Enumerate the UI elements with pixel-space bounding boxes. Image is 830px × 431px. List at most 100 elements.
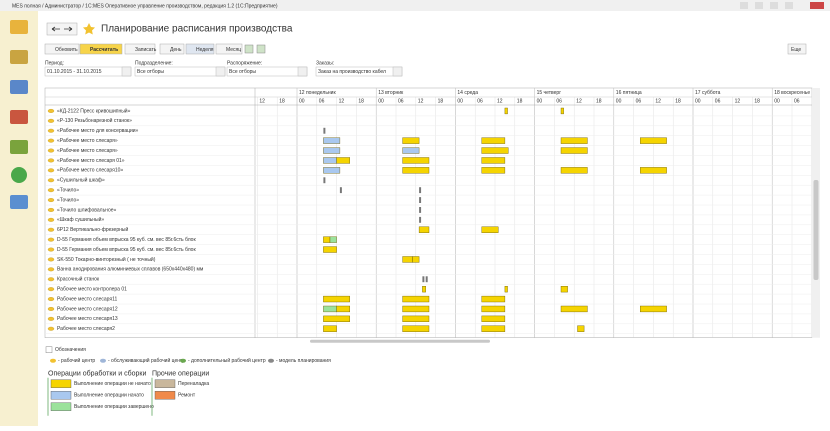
row-name[interactable]: Рабочее место слесаря2	[57, 326, 115, 332]
operation-bar[interactable]	[640, 167, 667, 174]
operation-bar[interactable]	[329, 236, 337, 243]
operation-bar[interactable]	[418, 226, 430, 233]
operation-bar[interactable]	[402, 147, 420, 154]
row-name[interactable]: SK-550 Токарно-винторезный ( не точный)	[57, 256, 156, 263]
operation-bar[interactable]	[481, 167, 506, 174]
toolbar-icon[interactable]	[256, 44, 266, 54]
sidebar-icons[interactable]	[10, 20, 28, 209]
operation-bar[interactable]	[419, 187, 422, 194]
operation-bar[interactable]	[323, 236, 331, 243]
operation-bar[interactable]	[419, 207, 422, 213]
row-name[interactable]: «Точило»	[57, 197, 79, 203]
operation-bar[interactable]	[323, 137, 341, 144]
toolbar-button[interactable]	[185, 43, 215, 55]
row-name[interactable]: 6Р12 Вертикально-фрезерный	[57, 226, 128, 233]
toolbar-button[interactable]	[215, 43, 243, 55]
row-name[interactable]: «КД-2122 Пресс кривошипный»	[57, 107, 131, 114]
hour-label: 18	[596, 98, 602, 104]
operation-bar[interactable]	[402, 325, 430, 332]
operation-bar[interactable]	[640, 137, 667, 144]
row-name[interactable]: «Рабочее место слесаря 01»	[57, 158, 125, 164]
operation-bar[interactable]	[504, 107, 508, 115]
toolbar-button[interactable]	[124, 43, 156, 55]
operation-bar[interactable]	[323, 127, 326, 134]
operation-bar[interactable]	[425, 276, 428, 283]
operation-bar[interactable]	[481, 137, 506, 144]
more-button[interactable]	[787, 43, 807, 55]
operation-bar[interactable]	[402, 295, 430, 303]
favorite-star[interactable]	[83, 23, 95, 35]
operation-bar[interactable]	[323, 147, 341, 154]
filter-select-button[interactable]	[297, 66, 308, 77]
operation-bar[interactable]	[323, 295, 350, 303]
operation-bar[interactable]	[560, 137, 588, 144]
nav-buttons[interactable]	[46, 22, 78, 36]
operation-bar[interactable]	[419, 197, 422, 203]
operation-bar[interactable]	[402, 305, 430, 313]
operation-bar[interactable]	[402, 256, 413, 263]
operation-bar[interactable]	[640, 305, 667, 313]
operation-bar[interactable]	[481, 305, 506, 313]
row-name[interactable]: «Точило шлифовальное»	[57, 207, 116, 213]
toolbar-icon[interactable]	[244, 44, 254, 54]
toolbar-button[interactable]	[159, 43, 185, 55]
row-name[interactable]: D-55 Германия объем впрыска 95 куб. см. …	[57, 247, 196, 253]
row-name[interactable]: Рабочее место контролера 01	[57, 286, 127, 292]
operation-bar[interactable]	[560, 147, 588, 154]
row-name[interactable]: «Рабочее место для консервации»	[57, 128, 139, 134]
row-name[interactable]: «Рабочее место слесаря»	[57, 148, 118, 154]
operation-bar[interactable]	[402, 315, 430, 322]
operation-bar[interactable]	[323, 325, 337, 332]
operation-bar[interactable]	[481, 147, 509, 154]
operation-bar[interactable]	[422, 286, 426, 293]
filter-select-button[interactable]	[392, 66, 403, 77]
operation-bar[interactable]	[336, 305, 351, 313]
operation-bar[interactable]	[336, 157, 351, 164]
operation-bar[interactable]	[481, 157, 506, 164]
operation-bar[interactable]	[323, 157, 337, 164]
operation-bar[interactable]	[323, 246, 337, 253]
operation-bar[interactable]	[577, 325, 585, 332]
toolbar-button[interactable]	[79, 43, 123, 55]
operation-bar[interactable]	[419, 216, 422, 223]
operation-bar[interactable]	[339, 187, 342, 194]
row-name[interactable]: «Точило»	[57, 187, 79, 193]
filter-select-button[interactable]	[121, 66, 132, 77]
row-name[interactable]: Ванна анодирования алюминиевых сплавов (…	[57, 267, 204, 273]
toolbar-button[interactable]	[44, 43, 80, 55]
horizontal-scroll-thumb[interactable]	[310, 339, 490, 343]
row-name[interactable]: «Р-130 Резьбонарезной станок»	[57, 117, 132, 124]
filter-select-button[interactable]	[215, 66, 226, 77]
operation-bar[interactable]	[402, 157, 430, 164]
operation-bar[interactable]	[412, 256, 420, 263]
row-name[interactable]: Рабочее место слесаря13	[57, 316, 118, 322]
row-name[interactable]: Рабочее место слесаря12	[57, 306, 118, 312]
operation-bar[interactable]	[422, 276, 425, 283]
vertical-scroll-thumb[interactable]	[813, 180, 819, 280]
operation-bar[interactable]	[323, 167, 341, 174]
operation-bar[interactable]	[481, 325, 506, 332]
row-name[interactable]: «Сушильный шкаф»	[57, 177, 105, 184]
operation-bar[interactable]	[323, 305, 337, 313]
row-name[interactable]: Красочный станок	[57, 276, 100, 283]
row-name[interactable]: Рабочее место слесаря11	[57, 296, 117, 302]
row-name[interactable]: «Рабочее место слесаря10»	[57, 168, 123, 174]
operation-bar[interactable]	[323, 177, 326, 184]
operation-bar[interactable]	[323, 315, 350, 322]
legend-toggle[interactable]	[45, 346, 53, 353]
operation-bar[interactable]	[402, 137, 420, 144]
operation-bar[interactable]	[481, 295, 506, 303]
operation-bar[interactable]	[504, 286, 508, 293]
row-name[interactable]: D-55 Германия объем впрыска 95 куб. см. …	[57, 237, 196, 243]
row-name[interactable]: «Шкаф сушильный»	[57, 216, 104, 223]
row-name[interactable]: «Рабочее место слесаря»	[57, 138, 118, 144]
operation-bar[interactable]	[560, 107, 564, 115]
operation-bar[interactable]	[560, 305, 588, 313]
work-center-icon	[47, 198, 55, 202]
operation-bar[interactable]	[560, 286, 568, 293]
operation-bar[interactable]	[481, 315, 506, 322]
operation-bar[interactable]	[481, 226, 499, 233]
operation-bar[interactable]	[402, 167, 430, 174]
operation-bar[interactable]	[560, 167, 588, 174]
window-controls[interactable]	[740, 2, 824, 9]
